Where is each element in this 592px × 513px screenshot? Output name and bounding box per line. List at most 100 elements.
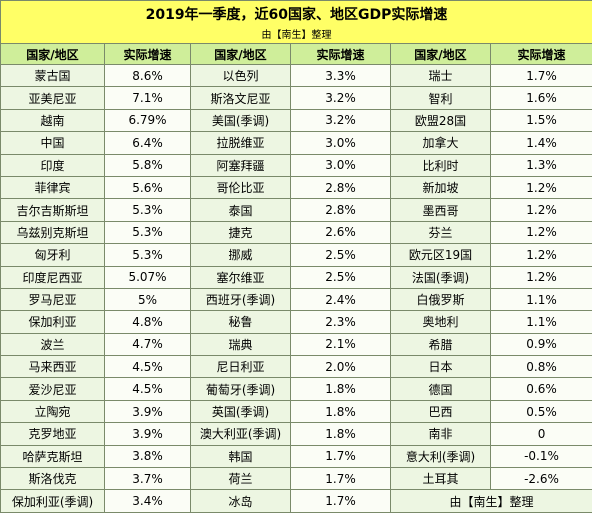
growth-cell: 1.2% xyxy=(489,220,592,245)
country-cell: 南非 xyxy=(390,422,491,446)
growth-cell: 4.8% xyxy=(104,310,191,334)
growth-cell: 3.9% xyxy=(104,422,191,446)
country-cell: 以色列 xyxy=(190,63,291,88)
title-row: 2019年一季度，近60国家、地区GDP实际增速 由【南生】整理 xyxy=(0,0,592,44)
growth-cell: 3.2% xyxy=(290,86,391,110)
table-row: 印度 5.8% 阿塞拜疆 3.0% 比利时 1.3% xyxy=(0,153,592,177)
country-cell: 澳大利亚(季调) xyxy=(190,422,291,446)
country-cell: 捷克 xyxy=(190,220,291,245)
title-cell: 2019年一季度，近60国家、地区GDP实际增速 由【南生】整理 xyxy=(0,0,592,44)
column-header: 国家/地区 xyxy=(390,43,491,65)
country-cell: 匈牙利 xyxy=(0,243,105,267)
country-cell: 意大利(季调) xyxy=(390,444,491,469)
growth-cell: 0.6% xyxy=(489,377,592,401)
country-cell: 阿塞拜疆 xyxy=(190,153,291,177)
growth-cell: 2.1% xyxy=(290,332,391,357)
table-row: 保加利亚(季调) 3.4% 冰岛 1.7% 由【南生】整理 xyxy=(0,489,592,513)
country-cell: 希腊 xyxy=(390,332,491,357)
growth-cell: 1.7% xyxy=(290,444,391,469)
country-cell: 克罗地亚 xyxy=(0,422,105,446)
table-row: 蒙古国 8.6% 以色列 3.3% 瑞士 1.7% xyxy=(0,63,592,88)
country-cell: 哥伦比亚 xyxy=(190,175,291,200)
growth-cell: 1.7% xyxy=(489,63,592,88)
growth-cell: 7.1% xyxy=(104,86,191,110)
growth-cell: 0 xyxy=(489,422,592,446)
country-cell: 韩国 xyxy=(190,444,291,469)
country-cell: 加拿大 xyxy=(390,131,491,155)
header-row: 国家/地区 实际增速 国家/地区 实际增速 国家/地区 实际增速 xyxy=(0,43,592,65)
table-row: 保加利亚 4.8% 秘鲁 2.3% 奥地利 1.1% xyxy=(0,310,592,334)
growth-cell: 5.3% xyxy=(104,220,191,245)
country-cell: 墨西哥 xyxy=(390,198,491,222)
growth-cell: 3.7% xyxy=(104,467,191,491)
country-cell: 吉尔吉斯斯坦 xyxy=(0,198,105,222)
country-cell: 马来西亚 xyxy=(0,355,105,379)
subtitle: 由【南生】整理 xyxy=(261,29,332,41)
country-cell: 新加坡 xyxy=(390,175,491,200)
growth-cell: 6.79% xyxy=(104,108,191,133)
growth-cell: -0.1% xyxy=(489,444,592,469)
country-cell: 中国 xyxy=(0,131,105,155)
growth-cell: 3.8% xyxy=(104,444,191,469)
growth-cell: 0.5% xyxy=(489,399,592,424)
country-cell: 日本 xyxy=(390,355,491,379)
growth-cell: 2.3% xyxy=(290,310,391,334)
growth-cell: 1.8% xyxy=(290,377,391,401)
growth-cell: 2.8% xyxy=(290,175,391,200)
country-cell: 瑞典 xyxy=(190,332,291,357)
growth-cell: 1.4% xyxy=(489,131,592,155)
growth-cell: 1.2% xyxy=(489,175,592,200)
title: 2019年一季度，近60国家、地区GDP实际增速 xyxy=(145,6,448,23)
growth-cell: 1.6% xyxy=(489,86,592,110)
country-cell: 秘鲁 xyxy=(190,310,291,334)
country-cell: 欧盟28国 xyxy=(390,108,491,133)
growth-cell: 2.5% xyxy=(290,265,391,289)
growth-cell: 2.0% xyxy=(290,355,391,379)
country-cell: 巴西 xyxy=(390,399,491,424)
country-cell: 法国(季调) xyxy=(390,265,491,289)
table-row: 吉尔吉斯斯坦 5.3% 泰国 2.8% 墨西哥 1.2% xyxy=(0,198,592,222)
growth-cell: 4.5% xyxy=(104,355,191,379)
country-cell: 欧元区19国 xyxy=(390,243,491,267)
table-row: 波兰 4.7% 瑞典 2.1% 希腊 0.9% xyxy=(0,332,592,357)
growth-cell: 3.2% xyxy=(290,108,391,133)
growth-cell: 5.3% xyxy=(104,243,191,267)
country-cell: 土耳其 xyxy=(390,467,491,491)
country-cell: 塞尔维亚 xyxy=(190,265,291,289)
growth-cell: 3.9% xyxy=(104,399,191,424)
growth-cell: 5.3% xyxy=(104,198,191,222)
growth-cell: 1.5% xyxy=(489,108,592,133)
country-cell: 德国 xyxy=(390,377,491,401)
country-cell: 智利 xyxy=(390,86,491,110)
column-header: 实际增速 xyxy=(290,43,391,65)
column-header: 实际增速 xyxy=(489,43,592,65)
growth-cell: 2.4% xyxy=(290,287,391,312)
growth-cell: 5.07% xyxy=(104,265,191,289)
country-cell: 挪威 xyxy=(190,243,291,267)
growth-cell: 4.7% xyxy=(104,332,191,357)
table-row: 匈牙利 5.3% 挪威 2.5% 欧元区19国 1.2% xyxy=(0,243,592,267)
growth-cell: 5.6% xyxy=(104,175,191,200)
growth-cell: 1.1% xyxy=(489,310,592,334)
growth-cell: 8.6% xyxy=(104,63,191,88)
growth-cell: -2.6% xyxy=(489,467,592,491)
growth-cell: 3.3% xyxy=(290,63,391,88)
note-cell: 由【南生】整理 xyxy=(389,489,592,513)
country-cell: 冰岛 xyxy=(190,489,291,513)
country-cell: 泰国 xyxy=(190,198,291,222)
country-cell: 西班牙(季调) xyxy=(190,287,291,312)
table-row: 乌兹别克斯坦 5.3% 捷克 2.6% 芬兰 1.2% xyxy=(0,220,592,245)
country-cell: 英国(季调) xyxy=(190,399,291,424)
column-header: 实际增速 xyxy=(104,43,191,65)
country-cell: 瑞士 xyxy=(390,63,491,88)
growth-cell: 3.0% xyxy=(290,131,391,155)
country-cell: 亚美尼亚 xyxy=(0,86,105,110)
country-cell: 美国(季调) xyxy=(190,108,291,133)
growth-cell: 1.8% xyxy=(290,399,391,424)
growth-cell: 2.5% xyxy=(290,243,391,267)
table-row: 印度尼西亚 5.07% 塞尔维亚 2.5% 法国(季调) 1.2% xyxy=(0,265,592,289)
table-row: 立陶宛 3.9% 英国(季调) 1.8% 巴西 0.5% xyxy=(0,399,592,424)
country-cell: 斯洛伐克 xyxy=(0,467,105,491)
